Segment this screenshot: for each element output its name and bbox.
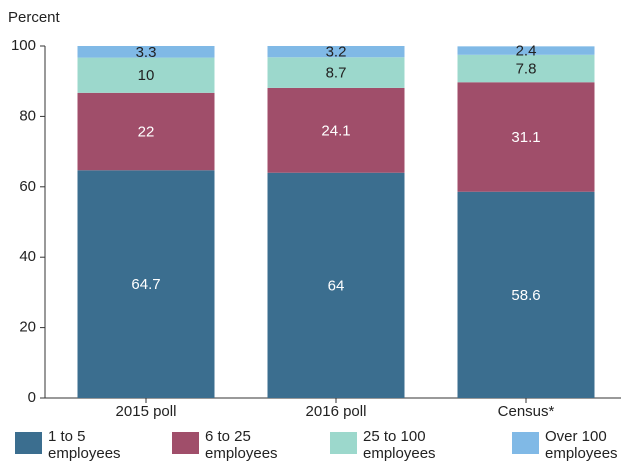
bar-segment xyxy=(77,92,215,171)
y-tick-label: 0 xyxy=(28,389,36,406)
x-tick-label: Census* xyxy=(498,403,555,420)
x-tick-label: 2015 poll xyxy=(116,403,177,420)
bar-segment xyxy=(267,46,405,58)
value-label: 24.1 xyxy=(321,122,350,139)
y-tick-label: 40 xyxy=(19,248,36,265)
value-label: 7.8 xyxy=(516,60,537,77)
bar-segment xyxy=(267,172,405,398)
legend-label: 6 to 25 employees xyxy=(205,428,278,462)
y-tick-label: 60 xyxy=(19,178,36,195)
value-label: 64.7 xyxy=(131,276,160,293)
y-tick-label: 100 xyxy=(11,37,36,54)
legend-swatch xyxy=(15,432,42,454)
value-label: 10 xyxy=(138,67,155,84)
y-tick-label: 80 xyxy=(19,107,36,124)
legend-label: 25 to 100 employees xyxy=(363,428,436,462)
x-tick-label: 2016 poll xyxy=(306,403,367,420)
value-label: 64 xyxy=(328,277,345,294)
value-label: 31.1 xyxy=(511,129,540,146)
bar-segment xyxy=(267,87,405,173)
legend-item: Over 100 employees xyxy=(512,428,618,462)
chart: Percent 0 20 40 60 80 100 2015 poll 64.7 22 10 3.3… xyxy=(8,9,621,420)
y-tick-label: 20 xyxy=(19,319,36,336)
value-label: 3.2 xyxy=(326,44,347,61)
bar-segment xyxy=(457,82,595,192)
legend-item: 1 to 5 employees xyxy=(15,428,121,462)
value-label: 3.3 xyxy=(136,44,157,61)
legend-swatch xyxy=(330,432,357,454)
value-label: 8.7 xyxy=(326,65,347,82)
bar-segment xyxy=(267,57,405,88)
bar-segment xyxy=(77,57,215,93)
bar-segment xyxy=(77,46,215,58)
legend-item: 6 to 25 employees xyxy=(172,428,278,462)
y-axis-label: Percent xyxy=(8,9,61,26)
bar-segment xyxy=(457,54,595,83)
legend-label: Over 100 employees xyxy=(545,428,618,462)
value-label: 58.6 xyxy=(511,287,540,304)
bar-segment xyxy=(457,191,595,398)
legend-swatch xyxy=(172,432,199,454)
legend-label: 1 to 5 employees xyxy=(48,428,121,462)
value-label: 22 xyxy=(138,124,155,141)
value-label: 2.4 xyxy=(516,43,537,60)
legend-swatch xyxy=(512,432,539,454)
bar-segment xyxy=(457,46,595,55)
legend-item: 25 to 100 employees xyxy=(330,428,468,462)
bar-segment xyxy=(77,170,215,398)
